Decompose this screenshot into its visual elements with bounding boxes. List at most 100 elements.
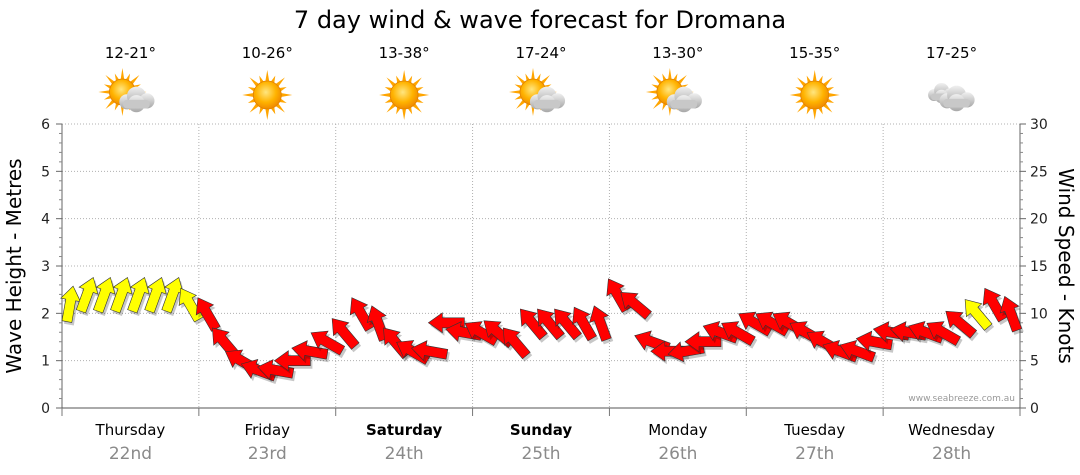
day-name: Saturday <box>366 421 443 439</box>
left-tick-label: 1 <box>41 354 50 370</box>
sun-ray <box>827 92 840 98</box>
wind-arrow <box>195 297 221 332</box>
wind-arrow <box>572 306 597 342</box>
sun-ray <box>789 92 802 98</box>
wind-arrow <box>964 299 993 331</box>
sun-icon <box>242 70 293 120</box>
partly-cloudy-icon <box>645 68 702 116</box>
grid <box>62 123 1020 408</box>
day-date: 23rd <box>248 444 287 464</box>
day-date: 25th <box>521 444 560 464</box>
wind-arrow <box>554 308 582 341</box>
sun-ray <box>402 70 407 83</box>
sun-ray <box>531 68 535 81</box>
wind-arrow <box>410 340 449 362</box>
sun-ray <box>667 68 672 81</box>
wind-arrow <box>127 277 150 314</box>
sun-ray <box>98 90 111 94</box>
wind-arrow <box>464 321 500 347</box>
sun-ray <box>265 107 270 120</box>
wind-arrow <box>60 285 82 323</box>
left-tick-label: 6 <box>41 117 50 133</box>
cloud-base <box>943 98 970 108</box>
wind-arrow <box>999 295 1023 333</box>
right-tick-label: 10 <box>1030 306 1048 322</box>
wind-arrow <box>537 308 565 341</box>
wind-arrow <box>75 277 99 314</box>
sun-ray <box>129 75 140 85</box>
day-name: Sunday <box>510 421 573 439</box>
wind-arrow <box>110 277 133 314</box>
wind-arrow <box>755 311 790 337</box>
sun-ray <box>652 75 663 85</box>
y-axis-title-left: Wave Height - Metres <box>2 158 26 373</box>
wind-arrow <box>310 330 346 356</box>
sun-ray <box>120 68 125 81</box>
wind-arrow <box>839 339 876 363</box>
sun-ray <box>379 92 392 98</box>
day-headers: 12-21° Thursday 22nd 10-26° Friday 23rd 13-38°… <box>95 44 996 464</box>
day-name: Tuesday <box>783 421 845 439</box>
axes: 0 1 2 3 4 5 6 0 5 10 15 20 25 30 <box>41 117 1048 417</box>
partly-cloudy-icon <box>98 68 155 116</box>
sun-disc <box>252 80 282 110</box>
day-temperature: 13-38° <box>379 44 430 62</box>
day-temperature: 15-35° <box>789 44 840 62</box>
wind-arrow <box>721 321 756 347</box>
wind-arrow <box>366 305 390 342</box>
sun-icon <box>789 70 840 120</box>
sun-ray <box>242 92 255 98</box>
day-name: Friday <box>245 421 291 439</box>
sun-ray <box>652 99 663 109</box>
right-tick-label: 25 <box>1030 164 1048 180</box>
day-temperature: 13-30° <box>652 44 703 62</box>
left-tick-label: 3 <box>41 259 50 275</box>
sun-ray <box>416 92 430 98</box>
sun-ray <box>812 70 817 83</box>
sun-ray <box>105 99 116 109</box>
wind-arrow <box>926 321 962 347</box>
sun-icon <box>379 70 430 120</box>
day-name: Thursday <box>95 421 166 439</box>
wind-arrow <box>702 321 740 344</box>
wind-arrow <box>620 291 652 320</box>
day-temperature: 17-25° <box>926 44 977 62</box>
sun-disc <box>800 80 830 110</box>
sun-ray <box>676 75 687 85</box>
wind-arrow <box>519 308 548 341</box>
day-date: 24th <box>385 444 424 464</box>
y-axis-title-right: Wind Speed - Knots <box>1054 168 1078 364</box>
wind-arrow <box>291 340 329 362</box>
partly-cloudy-icon <box>509 68 566 116</box>
sun-disc <box>389 80 419 110</box>
sun-ray <box>645 90 659 94</box>
day-name: Monday <box>648 421 707 439</box>
day-temperature: 10-26° <box>242 44 293 62</box>
wind-arrow <box>502 327 531 360</box>
right-tick-label: 20 <box>1030 212 1048 228</box>
wind-arrow <box>93 277 116 314</box>
day-date: 28th <box>932 444 971 464</box>
day-name: Wednesday <box>908 421 995 439</box>
wind-arrows <box>60 277 1024 384</box>
sun-ray <box>280 92 293 98</box>
wind-arrow <box>738 311 773 337</box>
wind-arrow <box>331 318 360 350</box>
wind-arrow <box>855 330 893 352</box>
wind-arrow <box>161 277 184 314</box>
wind-arrow <box>144 277 167 314</box>
sun-ray <box>812 107 817 120</box>
sun-ray <box>265 70 270 83</box>
cloud-base <box>123 99 150 109</box>
sun-ray <box>105 75 116 85</box>
left-tick-label: 0 <box>41 401 50 417</box>
left-tick-label: 4 <box>41 212 50 228</box>
day-date: 27th <box>795 444 834 464</box>
day-temperature: 12-21° <box>105 44 156 62</box>
right-tick-label: 15 <box>1030 259 1048 275</box>
cloudy-icon <box>928 83 975 112</box>
cloud-base <box>533 99 561 109</box>
day-date: 22nd <box>109 444 152 464</box>
day-date: 26th <box>658 444 697 464</box>
